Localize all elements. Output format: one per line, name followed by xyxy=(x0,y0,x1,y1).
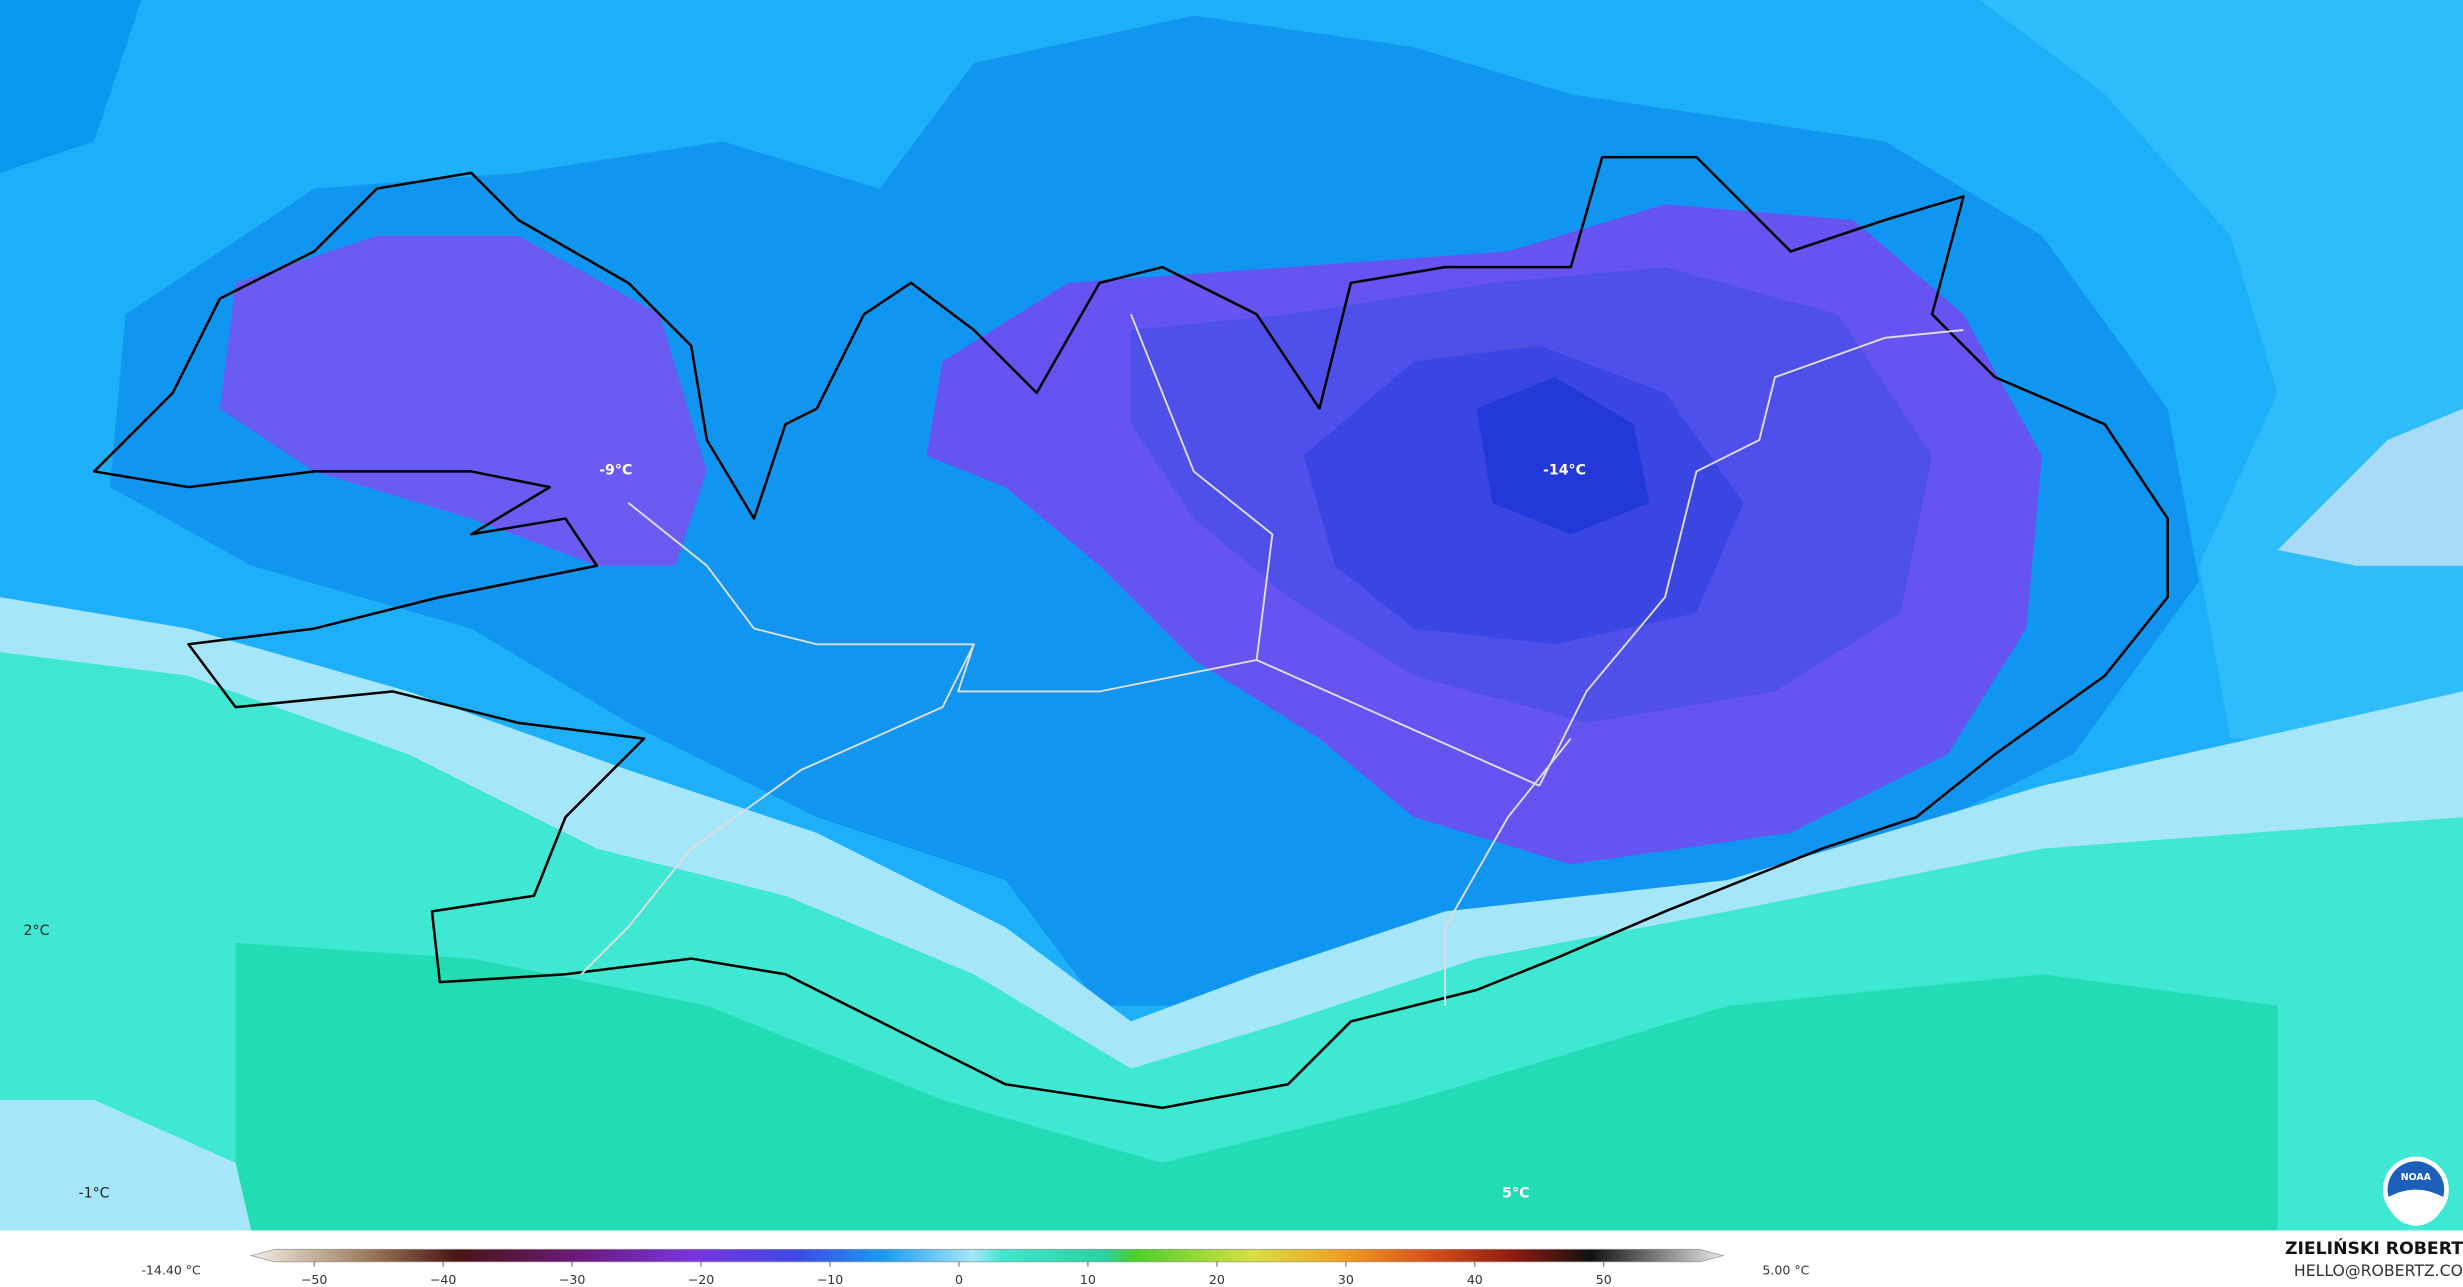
colorbar-tick-label: 10 xyxy=(1080,1272,1096,1287)
sea-pale xyxy=(0,1100,252,1231)
colorbar-tick-label: 30 xyxy=(1338,1272,1354,1287)
colorbar-tick-label: −40 xyxy=(430,1272,456,1287)
map-label: -14°C xyxy=(1543,463,1586,479)
colorbar-tick-label: 50 xyxy=(1596,1272,1612,1287)
colorbar-tick-label: −50 xyxy=(301,1272,327,1287)
colorbar-tick-label: 0 xyxy=(955,1272,963,1287)
map-label: 2°C xyxy=(24,923,50,939)
field-purple-west xyxy=(219,235,707,566)
field-coldest xyxy=(1476,377,1650,535)
logo-wave xyxy=(2387,1189,2445,1226)
logo: NOAA xyxy=(2382,1156,2449,1226)
sea-warmer xyxy=(235,942,2278,1231)
max-label: 5.00 °C xyxy=(1762,1262,1809,1277)
logo-text: NOAA xyxy=(2401,1172,2432,1183)
credit-name: ZIELIŃSKI ROBERT xyxy=(2285,1237,2463,1259)
colorbar-bar xyxy=(249,1248,1725,1263)
map-label: -9°C xyxy=(599,463,632,479)
field-pale xyxy=(2277,408,2463,566)
colorbar-tick-label: −30 xyxy=(559,1272,585,1287)
map-label: -1°C xyxy=(79,1185,110,1201)
map: -9°C -14°C 2°C -1°C 5°C NOAA xyxy=(0,0,2463,1231)
credit-email: HELLO@ROBERTZ.CO xyxy=(2294,1261,2463,1280)
coastline xyxy=(92,155,2169,1110)
colorbar-tick-label: 40 xyxy=(1467,1272,1483,1287)
regional-borders xyxy=(580,313,1964,1006)
colorbar-tick-label: −10 xyxy=(817,1272,843,1287)
colorbar: -14.40 °C 5.00 °C ZIELIŃSKI ROBERT HELLO… xyxy=(0,1230,2463,1287)
map-label: 5°C xyxy=(1502,1185,1529,1201)
colorbar-tick-label: −20 xyxy=(688,1272,714,1287)
field-dark xyxy=(0,0,142,173)
min-label: -14.40 °C xyxy=(141,1262,201,1277)
colorbar-tick-label: 20 xyxy=(1209,1272,1225,1287)
